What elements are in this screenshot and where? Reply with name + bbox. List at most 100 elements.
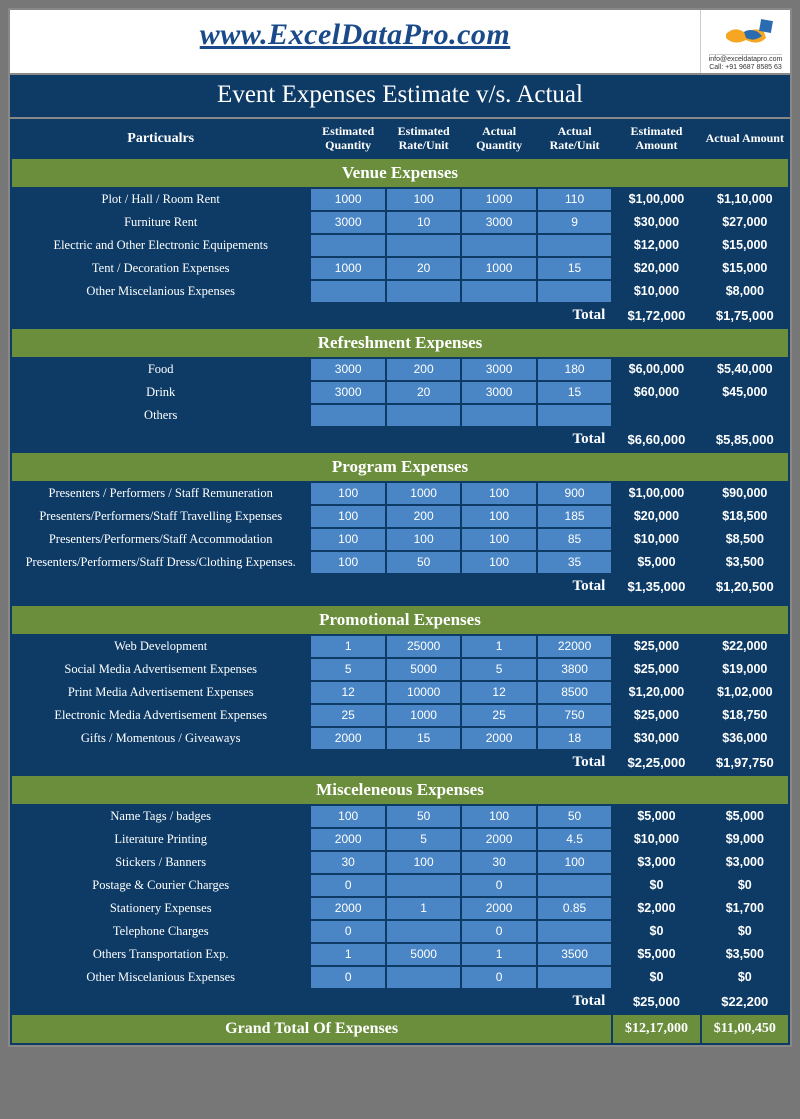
header-row: Particualrs Estimated Quantity Estimated… (12, 121, 788, 157)
cell-particulars: Postage & Courier Charges (12, 875, 309, 896)
section-total: Total$2,25,000$1,97,750 (12, 751, 788, 774)
cell-act-rate: 100 (538, 852, 611, 873)
cell-est-amt: $0 (613, 921, 699, 942)
cell-particulars: Furniture Rent (12, 212, 309, 233)
cell-est-amt: $2,000 (613, 898, 699, 919)
cell-particulars: Electronic Media Advertisement Expenses (12, 705, 309, 726)
total-label: Total (12, 575, 611, 598)
cell-act-qty: 5 (462, 659, 535, 680)
cell-est-amt: $10,000 (613, 281, 699, 302)
total-label: Total (12, 751, 611, 774)
table-row: Stationery Expenses2000120000.85$2,000$1… (12, 898, 788, 919)
table-row: Electric and Other Electronic Equipement… (12, 235, 788, 256)
cell-act-amt: $18,750 (702, 705, 788, 726)
cell-est-amt: $6,00,000 (613, 359, 699, 380)
cell-est-qty: 0 (311, 921, 384, 942)
cell-particulars: Name Tags / badges (12, 806, 309, 827)
cell-act-amt: $15,000 (702, 258, 788, 279)
cell-est-qty: 0 (311, 967, 384, 988)
contact-info: info@exceldatapro.com Call: +91 9687 858… (709, 54, 783, 71)
section-total: Total$1,72,000$1,75,000 (12, 304, 788, 327)
cell-act-qty (462, 235, 535, 256)
cell-act-qty (462, 281, 535, 302)
cell-particulars: Web Development (12, 636, 309, 657)
cell-est-rate (387, 405, 460, 426)
cell-act-qty: 1 (462, 636, 535, 657)
cell-act-amt: $45,000 (702, 382, 788, 403)
cell-est-qty: 5 (311, 659, 384, 680)
cell-est-rate: 1000 (387, 483, 460, 504)
cell-est-rate: 5 (387, 829, 460, 850)
cell-act-rate: 0.85 (538, 898, 611, 919)
col-act-qty: Actual Quantity (462, 121, 535, 157)
cell-act-amt: $8,000 (702, 281, 788, 302)
table-row: Presenters/Performers/Staff Travelling E… (12, 506, 788, 527)
contact-email: info@exceldatapro.com (709, 56, 783, 64)
section-header: Misceleneous Expenses (12, 776, 788, 804)
spreadsheet: www.ExcelDataPro.com info@exceldatapro.c… (8, 8, 792, 1047)
total-est: $6,60,000 (613, 428, 699, 451)
cell-est-amt: $1,20,000 (613, 682, 699, 703)
cell-act-rate: 4.5 (538, 829, 611, 850)
cell-est-amt: $1,00,000 (613, 483, 699, 504)
section-header: Program Expenses (12, 453, 788, 481)
cell-act-qty: 0 (462, 967, 535, 988)
cell-est-rate: 20 (387, 382, 460, 403)
total-est: $2,25,000 (613, 751, 699, 774)
cell-particulars: Others Transportation Exp. (12, 944, 309, 965)
cell-act-amt: $9,000 (702, 829, 788, 850)
table-row: Presenters/Performers/Staff Dress/Clothi… (12, 552, 788, 573)
cell-est-rate: 100 (387, 189, 460, 210)
site-url: www.ExcelDataPro.com (10, 10, 700, 73)
table-row: Telephone Charges00$0$0 (12, 921, 788, 942)
cell-est-qty: 1000 (311, 258, 384, 279)
cell-act-rate (538, 405, 611, 426)
cell-act-amt: $0 (702, 875, 788, 896)
cell-act-rate: 22000 (538, 636, 611, 657)
table-row: Food30002003000180$6,00,000$5,40,000 (12, 359, 788, 380)
section-title: Venue Expenses (12, 159, 788, 187)
section-total: Total$1,35,000$1,20,500 (12, 575, 788, 598)
cell-act-amt: $0 (702, 967, 788, 988)
cell-act-rate: 8500 (538, 682, 611, 703)
cell-est-amt: $3,000 (613, 852, 699, 873)
cell-est-qty: 100 (311, 506, 384, 527)
cell-act-amt: $1,700 (702, 898, 788, 919)
cell-est-amt: $25,000 (613, 636, 699, 657)
cell-act-qty: 1 (462, 944, 535, 965)
cell-est-rate: 100 (387, 852, 460, 873)
cell-est-qty: 1 (311, 944, 384, 965)
expenses-table: Particualrs Estimated Quantity Estimated… (10, 119, 790, 1045)
page-title: Event Expenses Estimate v/s. Actual (10, 75, 790, 119)
cell-est-qty: 100 (311, 806, 384, 827)
section-title: Promotional Expenses (12, 606, 788, 634)
total-est: $1,72,000 (613, 304, 699, 327)
cell-est-amt: $10,000 (613, 529, 699, 550)
cell-est-rate (387, 875, 460, 896)
total-act: $1,97,750 (702, 751, 788, 774)
cell-est-rate: 5000 (387, 659, 460, 680)
cell-act-rate (538, 281, 611, 302)
cell-particulars: Stationery Expenses (12, 898, 309, 919)
cell-particulars: Electric and Other Electronic Equipement… (12, 235, 309, 256)
grand-est: $12,17,000 (613, 1015, 699, 1043)
cell-particulars: Presenters / Performers / Staff Remunera… (12, 483, 309, 504)
cell-act-amt: $3,500 (702, 552, 788, 573)
cell-act-rate: 180 (538, 359, 611, 380)
cell-act-qty: 1000 (462, 258, 535, 279)
cell-act-amt: $3,000 (702, 852, 788, 873)
col-act-rate: Actual Rate/Unit (538, 121, 611, 157)
cell-est-qty: 2000 (311, 829, 384, 850)
cell-est-qty: 0 (311, 875, 384, 896)
cell-est-amt: $1,00,000 (613, 189, 699, 210)
cell-est-amt: $5,000 (613, 552, 699, 573)
table-row: Postage & Courier Charges00$0$0 (12, 875, 788, 896)
col-particulars: Particualrs (12, 121, 309, 157)
logo-box: info@exceldatapro.com Call: +91 9687 858… (700, 10, 790, 73)
grand-total-row: Grand Total Of Expenses$12,17,000$11,00,… (12, 1015, 788, 1043)
cell-particulars: Drink (12, 382, 309, 403)
table-row: Other Miscelanious Expenses00$0$0 (12, 967, 788, 988)
cell-particulars: Food (12, 359, 309, 380)
cell-est-rate: 200 (387, 359, 460, 380)
table-row: Gifts / Momentous / Giveaways20001520001… (12, 728, 788, 749)
